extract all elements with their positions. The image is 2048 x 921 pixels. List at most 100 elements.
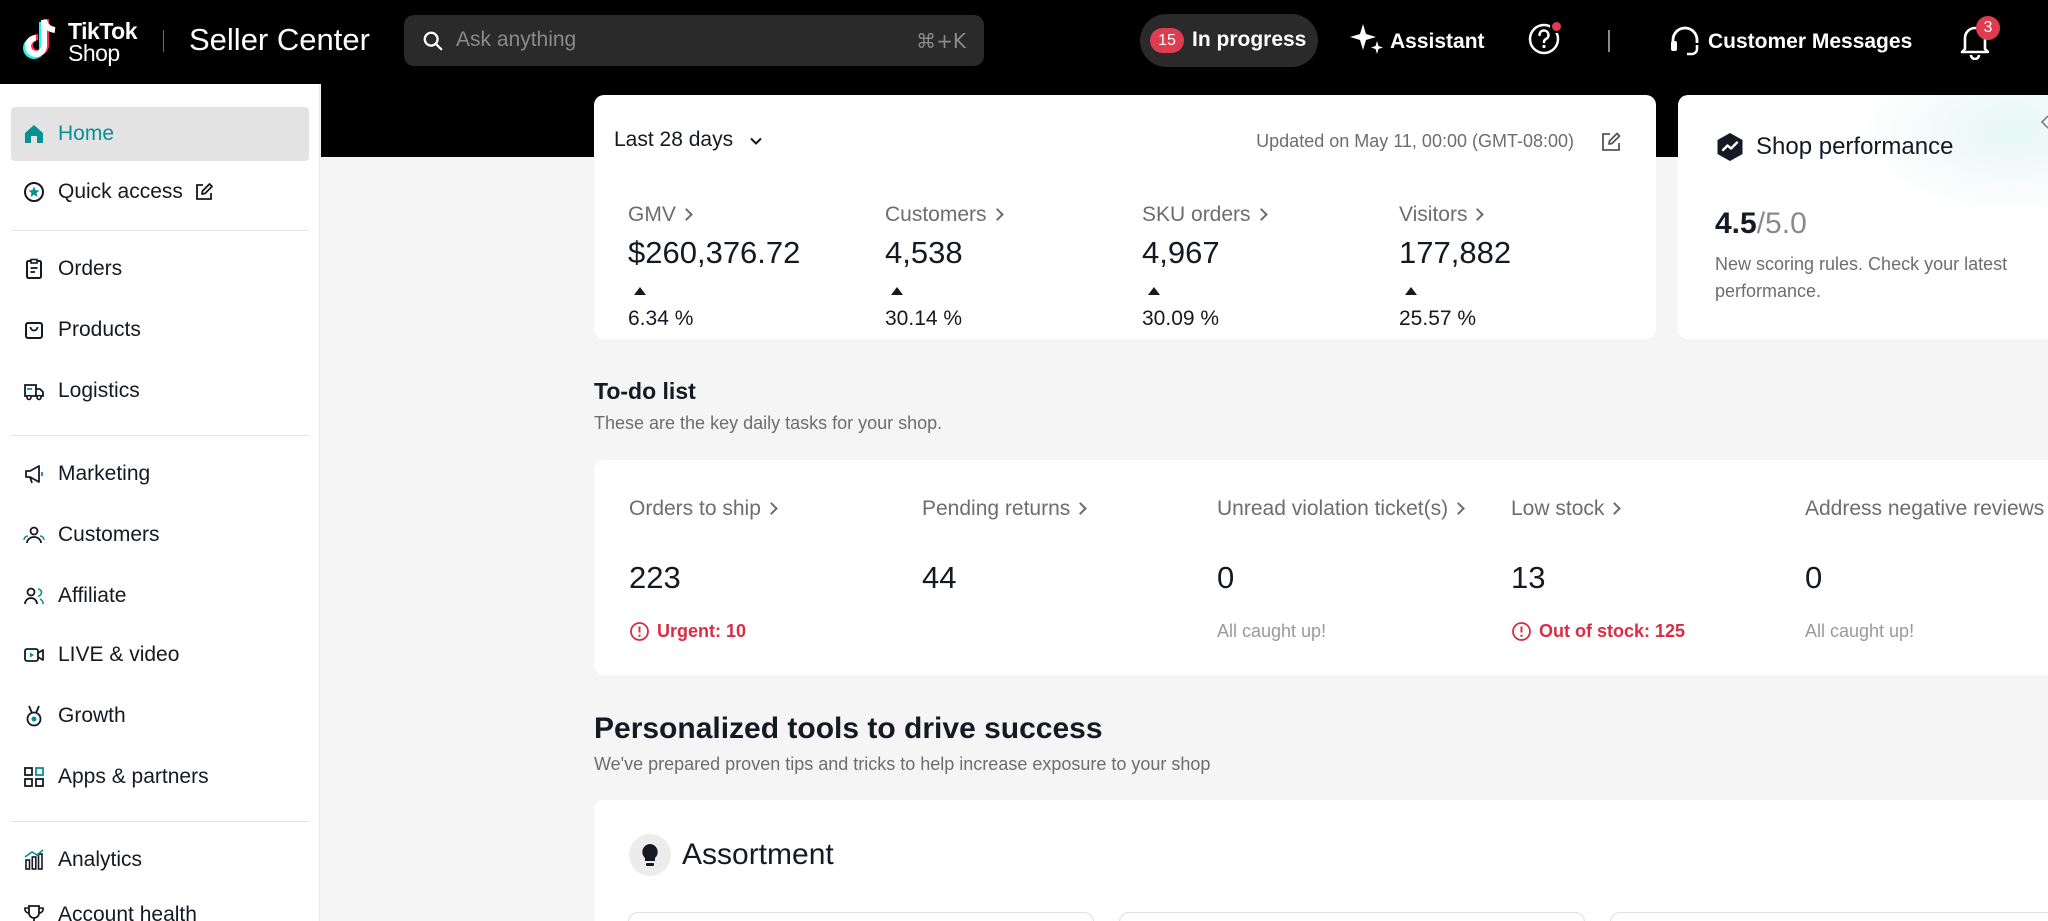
sidebar-item-label: Analytics	[58, 848, 143, 871]
edit-icon[interactable]	[194, 182, 214, 202]
clipboard-icon	[26, 258, 42, 279]
edit-icon[interactable]	[1600, 131, 1622, 153]
metric-label: Customers	[885, 203, 1004, 227]
sidebar-item-label: Growth	[58, 704, 126, 727]
metric-change: 30.14 %	[885, 307, 963, 330]
headset-icon	[1671, 26, 1699, 56]
metric-visitors[interactable]: Visitors 177,882 25.57 %	[1399, 203, 1639, 333]
topbar-separator	[1608, 30, 1610, 52]
chevron-right-icon	[1074, 502, 1088, 515]
sidebar-item-growth[interactable]: Growth	[11, 689, 309, 743]
assortment-card: Assortment	[594, 800, 2048, 921]
todo-title: To-do list	[594, 378, 696, 404]
sidebar-item-label: Quick access	[58, 180, 183, 203]
assortment-tool-card[interactable]	[628, 912, 1094, 921]
todo-pending-returns[interactable]: Pending returns 44	[922, 497, 1212, 647]
metric-gmv[interactable]: GMV $260,376.72 6.34 %	[628, 203, 868, 333]
metric-sku-orders[interactable]: SKU orders 4,967 30.09 %	[1142, 203, 1382, 333]
sidebar-divider	[11, 821, 309, 822]
in-progress-label: In progress	[1192, 28, 1307, 51]
shop-performance-title: Shop performance	[1756, 133, 1954, 160]
customer-messages-label: Customer Messages	[1708, 30, 1913, 53]
todo-value: 44	[922, 560, 957, 595]
todo-unread-violation-tickets[interactable]: Unread violation ticket(s) 0 All caught …	[1217, 497, 1517, 647]
chevron-right-icon	[765, 502, 778, 515]
todo-label: Orders to ship	[629, 497, 778, 521]
todo-subtitle: These are the key daily tasks for your s…	[594, 413, 943, 433]
trophy-icon	[24, 905, 44, 921]
metric-label: SKU orders	[1142, 203, 1268, 227]
sidebar-item-label: Affiliate	[58, 584, 127, 607]
chevron-right-icon	[1452, 502, 1465, 515]
bar-chart-icon	[24, 849, 44, 870]
todo-address-negative-reviews[interactable]: Address negative reviews 0 All caught up…	[1805, 497, 2048, 647]
todo-label: Low stock	[1511, 497, 1622, 521]
metric-value: $260,376.72	[628, 235, 801, 270]
assistant-label: Assistant	[1390, 30, 1485, 53]
trend-up-icon	[1405, 287, 1417, 295]
metrics-card: Last 28 days Updated on May 11, 00:00 (G…	[594, 95, 1656, 339]
video-icon	[24, 648, 44, 662]
sidebar-item-products[interactable]: Products	[11, 303, 309, 357]
logo-word-tiktok: TikTok	[68, 18, 138, 44]
todo-note: All caught up!	[1217, 621, 1327, 641]
lightbulb-icon-wrap	[629, 834, 671, 876]
sidebar-item-marketing[interactable]: Marketing	[11, 447, 309, 501]
sparkle-icon	[1350, 24, 1383, 54]
tiktok-note-icon	[23, 19, 56, 59]
sidebar-item-customers[interactable]: Customers	[11, 508, 309, 562]
metric-change: 25.57 %	[1399, 307, 1477, 330]
sidebar-item-apps-partners[interactable]: Apps & partners	[11, 750, 309, 804]
chevron-right-icon	[1608, 502, 1622, 515]
todo-label: Pending returns	[922, 497, 1088, 521]
tiktok-shop-logo[interactable]: TikTok Shop	[22, 16, 144, 66]
chevron-right-icon	[679, 208, 693, 221]
alert-circle-icon	[630, 622, 649, 641]
metric-label: GMV	[628, 203, 693, 227]
todo-urgent-note: Urgent: 10	[657, 621, 747, 641]
assortment-tool-card[interactable]	[1119, 912, 1585, 921]
card-glow	[1858, 95, 2048, 215]
help-button[interactable]	[1527, 20, 1563, 56]
search-icon	[423, 31, 443, 51]
sidebar-item-live-video[interactable]: LIVE & video	[11, 628, 309, 682]
sidebar-item-label: Account health	[58, 903, 197, 921]
top-bar: TikTok Shop Seller Center ⌘+K 15 In prog…	[0, 0, 2048, 84]
logo-divider	[163, 30, 164, 52]
tools-title: Personalized tools to drive success	[594, 712, 1103, 745]
todo-value: 223	[629, 560, 681, 595]
todo-orders-to-ship[interactable]: Orders to ship 223 Urgent: 10	[629, 497, 919, 647]
todo-low-stock[interactable]: Low stock 13 Out of stock: 125	[1511, 497, 1801, 647]
sidebar-item-label: Orders	[58, 257, 123, 280]
users-icon	[23, 526, 45, 544]
todo-note: All caught up!	[1805, 621, 1915, 641]
sidebar-item-orders[interactable]: Orders	[11, 242, 309, 296]
sidebar-item-home[interactable]: Home	[11, 107, 309, 161]
notifications-button[interactable]: 3	[1958, 16, 2000, 61]
sidebar-item-label: LIVE & video	[58, 643, 180, 666]
in-progress-button[interactable]: 15 In progress	[1140, 14, 1318, 67]
assortment-tool-card[interactable]	[1610, 912, 2048, 921]
sidebar-item-quick-access[interactable]: Quick access	[11, 165, 309, 219]
user-link-icon	[24, 587, 44, 605]
notifications-count-badge: 3	[1976, 16, 2000, 40]
in-progress-count-badge: 15	[1150, 28, 1184, 53]
shop-performance-score: 4.5/5.0	[1715, 207, 1807, 240]
search-input[interactable]	[456, 25, 876, 55]
search-box[interactable]: ⌘+K	[404, 15, 984, 66]
shop-performance-description: New scoring rules. Check your latest per…	[1715, 254, 2008, 301]
todo-value: 0	[1805, 560, 1823, 595]
sidebar-item-logistics[interactable]: Logistics	[11, 364, 309, 418]
lightbulb-icon	[642, 844, 658, 866]
sidebar-divider	[11, 435, 309, 436]
help-notification-dot	[1550, 20, 1563, 33]
metric-customers[interactable]: Customers 4,538 30.14 %	[885, 203, 1125, 333]
sidebar-item-affiliate[interactable]: Affiliate	[11, 569, 309, 623]
sidebar-item-account-health[interactable]: Account health	[11, 888, 309, 921]
shop-performance-card[interactable]: Shop performance 4.5/5.0 New scoring rul…	[1678, 95, 2048, 339]
chevron-left-icon[interactable]	[2040, 115, 2048, 129]
trend-up-icon	[1148, 287, 1160, 295]
metric-value: 4,967	[1142, 235, 1220, 270]
chevron-right-icon	[990, 208, 1004, 221]
sidebar-item-analytics[interactable]: Analytics	[11, 833, 309, 887]
